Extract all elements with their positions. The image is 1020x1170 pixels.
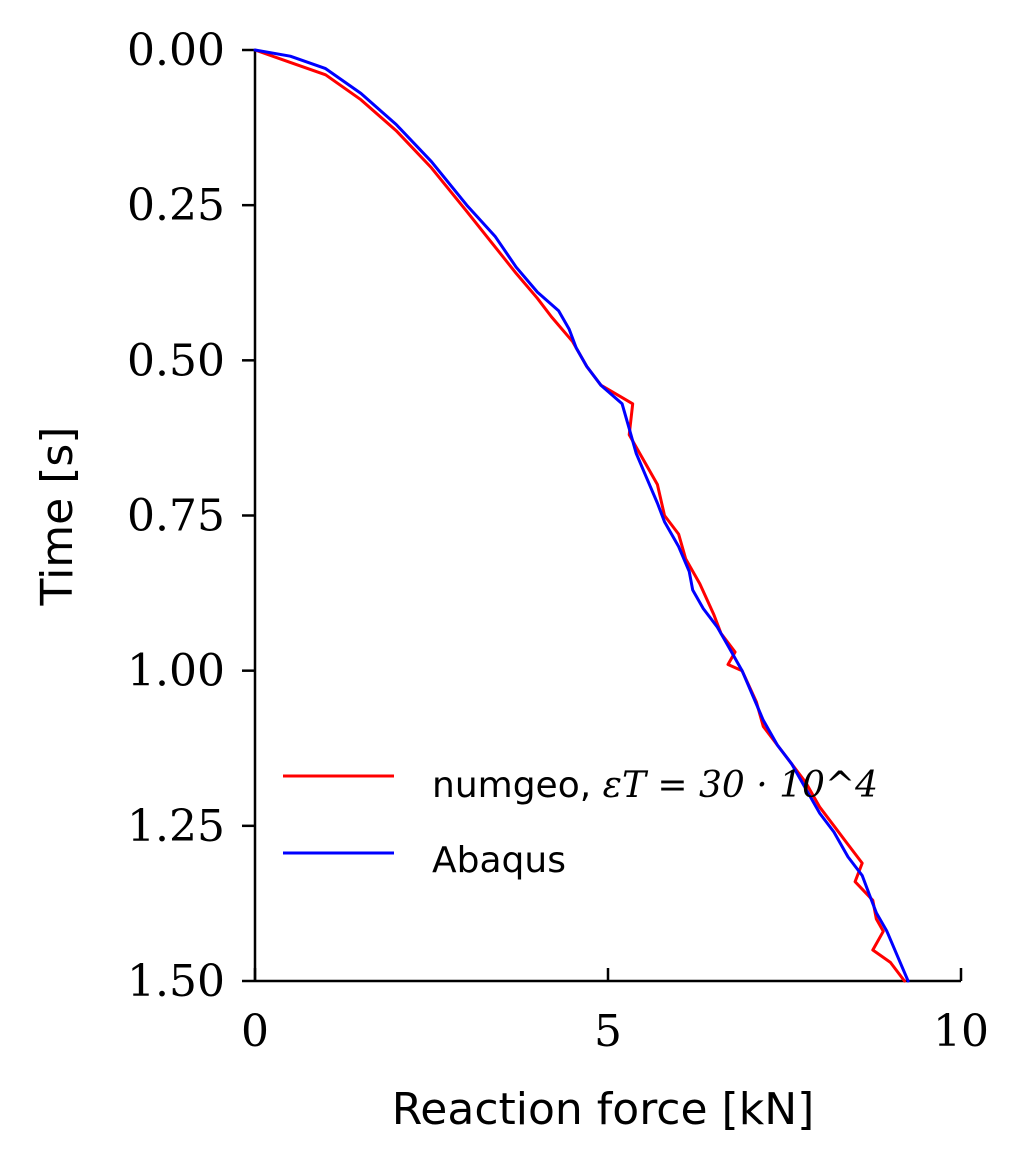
y-axis-title: Time [s] bbox=[32, 427, 83, 607]
x-axis-ticks: 0 5 10 bbox=[241, 968, 989, 1057]
y-tick-label: 0.50 bbox=[127, 335, 225, 386]
x-axis-title: Reaction force [kN] bbox=[392, 1084, 815, 1135]
x-tick-label: 5 bbox=[594, 1006, 622, 1057]
y-tick-label: 1.00 bbox=[127, 646, 225, 697]
series-line-numgeo bbox=[253, 48, 906, 983]
series-layer bbox=[253, 48, 910, 983]
x-tick-label: 0 bbox=[241, 1006, 269, 1057]
y-tick-label: 1.25 bbox=[127, 801, 225, 852]
y-tick-label: 0.00 bbox=[127, 25, 225, 76]
legend-label-numgeo-math: εT = 30 · 10^4 bbox=[603, 765, 878, 806]
plot-area bbox=[253, 50, 961, 983]
y-tick-label: 0.25 bbox=[127, 180, 225, 231]
legend-label-abaqus: Abaqus bbox=[432, 840, 566, 881]
y-tick-label: 1.50 bbox=[127, 956, 225, 1007]
legend-label-numgeo-prefix: numgeo, bbox=[432, 765, 603, 806]
legend-label-numgeo: numgeo, εT = 30 · 10^4 bbox=[432, 765, 878, 806]
x-tick-label: 10 bbox=[933, 1006, 989, 1057]
series-line-abaqus bbox=[253, 48, 910, 983]
y-tick-label: 0.75 bbox=[127, 491, 225, 542]
legend: numgeo, εT = 30 · 10^4 Abaqus bbox=[283, 765, 878, 881]
y-axis-ticks: 0.00 0.25 0.50 0.75 1.00 1.25 1.50 bbox=[127, 25, 255, 1007]
